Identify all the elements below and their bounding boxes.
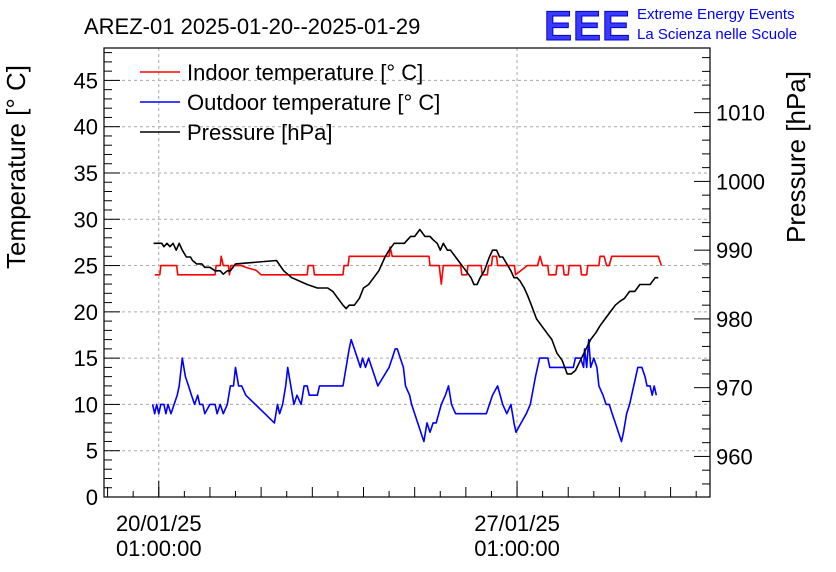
y2-tick-label: 960 — [716, 444, 753, 469]
legend-label-0: Indoor temperature [° C] — [187, 60, 423, 85]
y-tick-label: 0 — [86, 485, 98, 510]
y2-tick-label: 1010 — [716, 101, 765, 126]
eee-logo-text: EEE — [544, 2, 631, 49]
y-tick-label: 10 — [74, 392, 98, 417]
brand-line-1: Extreme Energy Events — [637, 6, 795, 23]
series-layer — [151, 228, 663, 443]
y2-tick-label: 970 — [716, 376, 753, 401]
y-tick-label: 45 — [74, 68, 98, 93]
y-tick-label: 35 — [74, 161, 98, 186]
x-tick-label-time: 01:00:00 — [474, 536, 560, 561]
y-tick-label: 5 — [86, 439, 98, 464]
eee-logo: EEE — [544, 2, 631, 50]
series-line-2 — [153, 228, 659, 375]
brand-line-2: La Scienza nelle Scuole — [637, 26, 797, 43]
x-tick-label-date: 27/01/25 — [474, 511, 560, 536]
y2-axis-label: Pressure [hPa] — [781, 71, 811, 243]
x-tick-label-time: 01:00:00 — [116, 536, 202, 561]
series-line-1 — [151, 338, 658, 443]
legend-label-2: Pressure [hPa] — [187, 120, 333, 145]
legend: Indoor temperature [° C] Outdoor temperat… — [140, 60, 440, 145]
y-axis-label: Temperature [° C] — [1, 65, 31, 269]
y-tick-label: 30 — [74, 207, 98, 232]
y-tick-label: 25 — [74, 254, 98, 279]
y2-tick-label: 1000 — [716, 169, 765, 194]
y-tick-label: 20 — [74, 300, 98, 325]
y-tick-label: 40 — [74, 115, 98, 140]
legend-label-1: Outdoor temperature [° C] — [187, 90, 440, 115]
chart-title: AREZ-01 2025-01-20--2025-01-29 — [84, 14, 420, 39]
series-line-0 — [154, 246, 663, 285]
y2-tick-label: 980 — [716, 307, 753, 332]
plot-frame — [103, 47, 711, 498]
y-tick-label: 15 — [74, 346, 98, 371]
axes-layer: 0 5 10 15 20 25 30 35 40 45 960 970 980 990 1000 1010 20… — [74, 47, 765, 561]
x-tick-label-date: 20/01/25 — [116, 511, 202, 536]
y2-tick-label: 990 — [716, 238, 753, 263]
